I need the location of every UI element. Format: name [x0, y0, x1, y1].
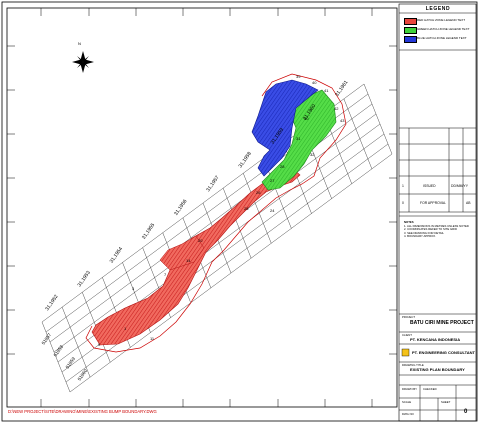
notes-line: 3. SEE DRAWING FOR DETAIL	[404, 231, 444, 235]
sheet-label: SHEET	[441, 400, 451, 404]
drawn-by: DRAWN BY	[402, 387, 417, 391]
legend-swatch	[404, 36, 417, 43]
svg-text:25: 25	[244, 206, 249, 211]
legend-panel	[398, 3, 477, 422]
legend-grid-lines	[399, 12, 476, 421]
svg-text:7: 7	[164, 272, 167, 277]
grid-label: 31,1952	[44, 294, 59, 312]
svg-text:1: 1	[124, 326, 127, 331]
zone-green	[261, 89, 337, 191]
consultant-logo-icon	[401, 348, 410, 357]
rev-row2-desc: FOR APPROVAL	[420, 201, 446, 205]
drawing-label: DRAWING TITLE	[402, 363, 424, 367]
file-path: D:\NEW PROJECT\SITE\DRAWING\MINE\EXISTIN…	[8, 409, 157, 414]
station-label: 51958	[53, 344, 65, 358]
svg-text:41: 41	[324, 88, 329, 93]
notes-block: NOTES 1. ALL DIMENSIONS IN METRES UNLESS…	[404, 221, 476, 239]
station-label: 51960	[77, 368, 89, 382]
rev-row1-date: DD/MM/YY	[451, 184, 468, 188]
legend-swatch	[404, 18, 417, 25]
legend-label: RED HATCH ZONE LEGEND TEXT	[417, 18, 466, 22]
dwg-no-label: DWG NO	[402, 412, 414, 416]
notes-line: 1. ALL DIMENSIONS IN METRES UNLESS NOTED	[404, 224, 469, 228]
grid-label: 31,1954	[109, 246, 124, 264]
zone-red	[91, 167, 301, 346]
svg-text:20: 20	[198, 238, 203, 243]
svg-text:43: 43	[340, 118, 345, 123]
north-arrow-icon	[72, 51, 94, 73]
notes-line: 4. BOUNDARY APPROX.	[404, 235, 436, 239]
station-label: 51957	[41, 332, 53, 346]
svg-text:9: 9	[98, 342, 101, 347]
grid-label: 31,1958	[238, 151, 253, 169]
svg-text:42: 42	[334, 106, 339, 111]
client-label: CLIENT	[402, 333, 412, 337]
grid-label: 31,1955	[141, 222, 156, 240]
grid-label: 31,1961	[334, 79, 349, 97]
checked-by: CHECKED	[423, 387, 437, 391]
zone-blue	[251, 79, 319, 177]
legend-label: BLUE HATCH ZONE LEGEND TEXT	[417, 36, 467, 40]
map-frame	[6, 7, 398, 408]
svg-text:3: 3	[132, 286, 135, 291]
project-label: PROJECT	[402, 315, 416, 319]
scale-label: SCALE	[402, 400, 412, 404]
rev-row1-num: 1	[402, 184, 404, 188]
svg-text:27: 27	[270, 178, 275, 183]
legend-swatch	[404, 27, 417, 34]
client-name: PT. KENCANA INDONESIA	[410, 337, 461, 342]
svg-text:28: 28	[280, 164, 285, 169]
grid-label: 31,1953	[77, 270, 92, 288]
frame-ticks	[7, 8, 397, 407]
notes-line: 2. COORDINATES REFER TO SITE GRID	[404, 228, 457, 232]
svg-text:14: 14	[186, 258, 191, 263]
rev-number: 0	[464, 409, 468, 415]
notes-heading: NOTES	[404, 221, 414, 224]
svg-text:31: 31	[296, 136, 301, 141]
legend-item: BLUE HATCH ZONE LEGEND TEXT	[404, 36, 478, 43]
svg-text:39: 39	[296, 74, 301, 79]
svg-text:32: 32	[310, 152, 315, 157]
drawing-title: EXISTING PLAN BOUNDARY	[410, 367, 465, 372]
grid-labels: 31,1952 31,1953 31,1954 31,1955 31,1956 31,19…	[44, 79, 349, 312]
legend-item: GREEN HATCH ZONE LEGEND TEXT	[404, 27, 478, 34]
grid-label: 31,1957	[205, 175, 220, 193]
svg-text:24: 24	[270, 208, 275, 213]
legend-label: GREEN HATCH ZONE LEGEND TEXT	[417, 27, 470, 31]
svg-text:11: 11	[150, 336, 155, 341]
svg-text:26: 26	[256, 190, 261, 195]
rev-row2-code: AB	[466, 201, 471, 205]
station-label: 51959	[65, 356, 77, 370]
project-name: BATU CIRI MINE PROJECT	[410, 320, 474, 326]
rev-row1-desc: ISSUED	[423, 184, 436, 188]
legend-title: LEGEND	[425, 6, 451, 12]
grid-label: 31,1956	[173, 198, 188, 216]
north-label: N	[78, 41, 81, 46]
svg-text:30: 30	[304, 116, 309, 121]
legend-item: RED HATCH ZONE LEGEND TEXT	[404, 18, 478, 25]
consultant-name: PT. ENGINEERING CONSULTANT	[412, 350, 475, 355]
rev-row2-num: 0	[402, 201, 404, 205]
svg-text:40: 40	[312, 80, 317, 85]
site-boundary	[85, 73, 347, 353]
